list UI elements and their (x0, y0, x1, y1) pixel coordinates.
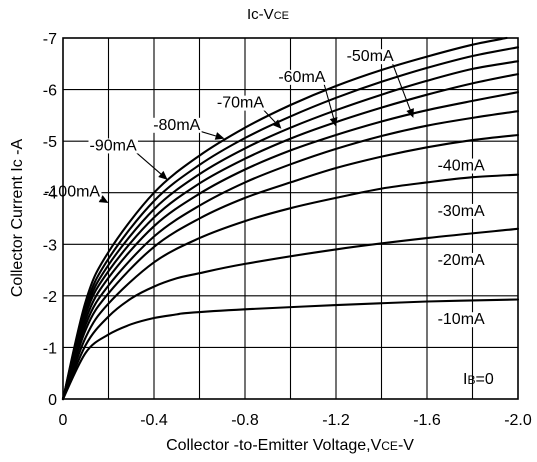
chart-title: Ic-VCE (247, 6, 289, 23)
x-axis-title-sub: CE (381, 439, 398, 453)
arrowhead-neg-60ma (329, 116, 338, 127)
series-label-group-neg-40ma: -40mA (436, 158, 487, 175)
curves-layer (61, 36, 520, 401)
arrowhead-neg-70ma (272, 119, 282, 129)
series-label-bg (436, 312, 487, 328)
series-line-neg-10ma (61, 298, 520, 401)
arrow-leader-neg-90ma (134, 151, 162, 175)
series-label-neg-70ma: -70mA (217, 95, 264, 112)
series-label-group-neg-80ma: -80mA (152, 117, 202, 134)
series-label-neg-50ma: -50mA (347, 48, 394, 65)
series-line-neg-30ma (61, 173, 520, 401)
series-label-neg-30ma: -30mA (438, 203, 485, 220)
y-tick-label: -6 (43, 83, 57, 100)
ib-zero-label: IB=0 (463, 371, 494, 388)
series-label-neg-80ma: -80mA (153, 117, 200, 134)
series-label-bg (152, 117, 202, 133)
chart-title-main: Ic-V (247, 6, 274, 23)
ib-label-sub: B (467, 373, 475, 387)
x-tick-label: -0.4 (140, 412, 168, 429)
y-tick-label: -2 (43, 289, 57, 306)
series-label-group-neg-10ma: -10mA (436, 311, 487, 328)
series-label-bg (43, 184, 102, 200)
y-tick-labels: 0 -1 -2 -3 -4 -5 -6 -7 (43, 31, 57, 409)
y-tick-label: -7 (43, 31, 57, 48)
x-tick-label: -0.8 (231, 412, 259, 429)
arrowhead-neg-50ma (406, 108, 414, 118)
series-line-neg-80ma (61, 60, 520, 401)
plot-frame (62, 37, 519, 400)
series-line-neg-100ma (61, 36, 508, 401)
y-tick-label: -4 (43, 186, 57, 203)
series-line-neg-20ma (61, 227, 520, 401)
x-tick-label: 0 (59, 412, 68, 429)
x-tick-label: -2.0 (504, 412, 532, 429)
series-label-neg-60ma: -60mA (278, 69, 325, 86)
y-tick-label: -1 (43, 340, 57, 357)
series-label-neg-10ma: -10mA (438, 311, 485, 328)
arrow-leader-neg-70ma (261, 108, 276, 123)
x-tick-label: -1.6 (413, 412, 441, 429)
series-label-neg-40ma: -40mA (438, 158, 485, 175)
series-label-bg (277, 69, 327, 85)
chart-title-sub: CE (274, 10, 289, 22)
x-axis-title-suffix: -V (398, 437, 414, 454)
series-label-bg (436, 252, 487, 268)
series-line-neg-70ma (61, 73, 520, 401)
arrow-leader-neg-60ma (323, 82, 335, 119)
series-label-bg (345, 49, 396, 65)
ib-label-suffix: =0 (475, 371, 493, 388)
series-label-group-neg-60ma: -60mA (277, 69, 327, 86)
series-label-bg (88, 138, 138, 154)
series-label-bg (215, 95, 266, 111)
series-label-neg-90ma: -90mA (89, 137, 136, 154)
curve-labels-layer: -10mA -20mA -30mA -40mA -50mA -60mA -70mA -80mA… (43, 48, 487, 328)
y-tick-label: -3 (43, 237, 57, 254)
x-tick-label: -1.2 (322, 412, 350, 429)
y-tick-label: 0 (48, 392, 57, 409)
x-tick-labels: 0 -0.4 -0.8 -1.2 -1.6 -2.0 (59, 412, 532, 429)
x-axis-title: Collector -to-Emitter Voltage,VCE-V (166, 437, 414, 454)
series-label-group-neg-30ma: -30mA (436, 203, 487, 220)
y-axis-title: Collector Current Ic -A (9, 139, 26, 298)
series-line-neg-90ma (61, 46, 520, 401)
series-label-group-neg-20ma: -20mA (436, 252, 487, 269)
series-label-group-neg-70ma: -70mA (215, 95, 266, 112)
arrowhead-neg-80ma (214, 132, 225, 140)
y-tick-label: -5 (43, 134, 57, 151)
series-label-bg (436, 158, 487, 174)
series-line-neg-40ma (61, 133, 520, 401)
series-label-group-neg-100ma: -100mA (43, 183, 102, 200)
arrowhead-neg-100ma (98, 195, 109, 204)
x-axis-title-main: Collector -to-Emitter Voltage,V (166, 437, 382, 454)
series-label-group-neg-50ma: -50mA (345, 48, 396, 65)
series-label-neg-20ma: -20mA (438, 252, 485, 269)
series-label-group-neg-90ma: -90mA (88, 137, 138, 154)
series-label-bg (436, 203, 487, 219)
arrow-leader-neg-50ma (391, 62, 411, 110)
ib-label-main: I (463, 371, 467, 388)
arrowhead-neg-90ma (158, 170, 168, 180)
series-line-neg-50ma (61, 110, 520, 401)
series-label-neg-100ma: -100mA (44, 183, 100, 200)
series-line-neg-60ma (61, 91, 520, 401)
leaders-layer (98, 62, 414, 204)
